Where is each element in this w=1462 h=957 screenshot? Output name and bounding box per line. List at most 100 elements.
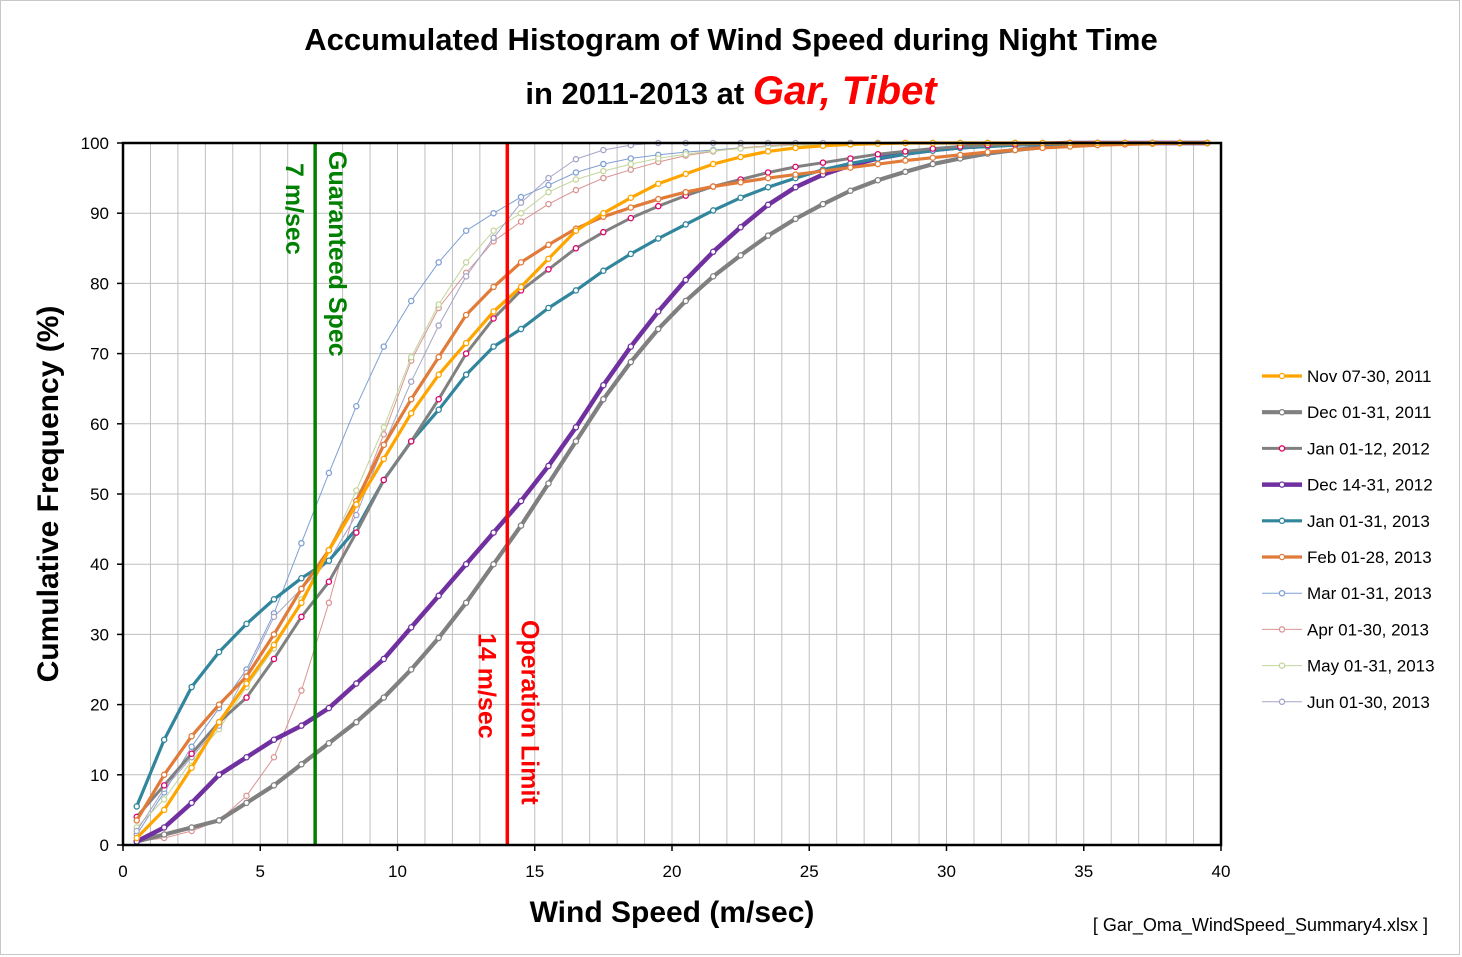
- legend-swatch-marker: [1278, 662, 1286, 669]
- data-point: [517, 522, 525, 529]
- data-point: [847, 187, 854, 194]
- data-point: [380, 455, 388, 463]
- data-point: [380, 343, 388, 350]
- data-point: [517, 193, 525, 201]
- data-point: [353, 511, 360, 519]
- data-point: [545, 241, 552, 249]
- data-point: [435, 634, 442, 642]
- data-point: [325, 739, 333, 747]
- data-point: [435, 371, 442, 378]
- data-point: [764, 183, 772, 191]
- data-point: [600, 167, 607, 175]
- legend-label: May 01-31, 2013: [1307, 657, 1435, 676]
- data-point: [792, 163, 799, 171]
- data-point: [188, 824, 195, 831]
- data-point: [627, 358, 635, 366]
- data-point: [160, 831, 168, 838]
- data-point: [545, 255, 552, 263]
- data-point: [655, 308, 662, 315]
- legend-label: Jan 01-31, 2013: [1307, 512, 1430, 531]
- data-point: [545, 174, 552, 182]
- data-point: [764, 201, 772, 209]
- data-point: [380, 476, 388, 484]
- legend-item: Mar 01-31, 2013: [1262, 584, 1432, 603]
- data-point: [682, 188, 689, 196]
- data-point: [270, 655, 278, 663]
- data-point: [160, 782, 168, 789]
- data-point: [160, 736, 168, 743]
- legend-item: Jan 01-12, 2012: [1262, 439, 1430, 458]
- data-point: [655, 235, 662, 242]
- data-point: [902, 148, 909, 155]
- data-point: [243, 799, 250, 807]
- data-point: [298, 613, 305, 621]
- data-point: [764, 174, 772, 182]
- data-point: [298, 687, 305, 694]
- data-point: [407, 395, 415, 403]
- data-point: [490, 209, 497, 217]
- data-point: [160, 796, 168, 803]
- legend-label: Feb 01-28, 2013: [1307, 548, 1432, 567]
- legend-item: May 01-31, 2013: [1262, 657, 1435, 676]
- data-point: [600, 267, 607, 275]
- y-tick-label: 90: [90, 204, 109, 223]
- y-tick-label: 100: [81, 134, 109, 153]
- data-point: [188, 799, 195, 807]
- data-point: [243, 754, 250, 761]
- data-point: [298, 761, 305, 768]
- data-point: [874, 176, 882, 184]
- data-point: [435, 322, 442, 329]
- data-point: [188, 764, 195, 772]
- data-point: [572, 438, 580, 445]
- x-tick-label: 0: [118, 862, 127, 881]
- legend-swatch-marker: [1278, 517, 1286, 525]
- grid-lines: [123, 143, 1221, 845]
- y-tick-label: 40: [90, 555, 109, 574]
- data-point: [133, 827, 140, 835]
- data-point: [819, 167, 827, 175]
- data-point: [956, 151, 964, 159]
- data-point: [188, 683, 195, 691]
- data-point: [270, 596, 278, 603]
- data-point: [517, 209, 525, 217]
- reference-label: Operation Limit: [515, 620, 543, 805]
- data-point: [435, 259, 442, 266]
- data-point: [655, 155, 662, 162]
- data-point: [380, 694, 388, 701]
- data-point: [215, 718, 223, 726]
- data-point: [627, 160, 635, 168]
- data-point: [325, 704, 333, 712]
- data-point: [215, 648, 223, 656]
- data-point: [407, 410, 415, 417]
- data-point: [627, 250, 635, 258]
- legend-item: Dec 14-31, 2012: [1262, 476, 1433, 495]
- legend-item: Jun 01-30, 2013: [1262, 693, 1430, 712]
- legend-swatch-marker: [1278, 589, 1286, 597]
- data-point: [407, 378, 415, 385]
- legend-item: Feb 01-28, 2013: [1262, 548, 1432, 567]
- legend-swatch-marker: [1278, 372, 1286, 380]
- data-point: [353, 680, 360, 687]
- data-point: [600, 174, 607, 182]
- data-point: [517, 199, 525, 206]
- data-point: [435, 592, 442, 600]
- data-point: [325, 546, 333, 554]
- reference-value-label: 7 m/sec: [280, 163, 308, 255]
- data-point: [655, 195, 662, 203]
- legend-swatch-marker: [1278, 626, 1286, 633]
- data-point: [600, 146, 607, 154]
- data-point: [655, 202, 662, 210]
- data-point: [929, 154, 937, 161]
- data-point: [874, 160, 882, 168]
- data-point: [462, 599, 470, 607]
- data-point: [737, 153, 744, 161]
- y-tick-label: 0: [100, 836, 109, 855]
- source-note: [ Gar_Oma_WindSpeed_Summary4.xlsx ]: [1093, 915, 1428, 936]
- legend-swatch-marker: [1278, 408, 1286, 416]
- data-point: [600, 209, 607, 217]
- chart-title-line1: Accumulated Histogram of Wind Speed duri…: [304, 22, 1157, 57]
- legend-swatch-marker: [1278, 445, 1286, 452]
- data-point: [572, 169, 580, 176]
- data-point: [682, 276, 689, 284]
- legend-item: Apr 01-30, 2013: [1262, 620, 1429, 639]
